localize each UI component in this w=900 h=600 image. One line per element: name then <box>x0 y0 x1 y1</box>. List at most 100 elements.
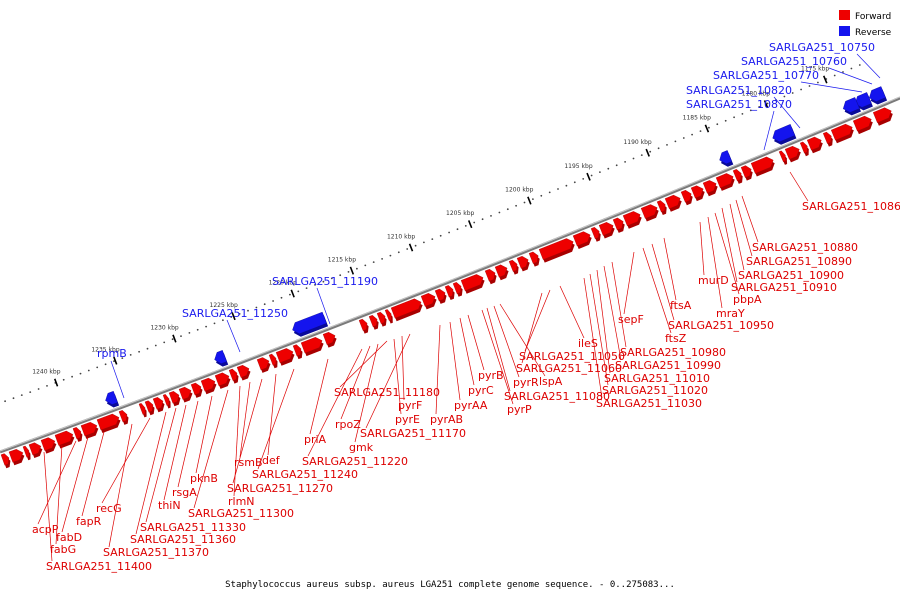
forward-gene-label[interactable]: recG <box>96 502 122 515</box>
forward-gene-label[interactable]: SARLGA251_11270 <box>227 482 333 495</box>
forward-gene-label[interactable]: gmk <box>349 441 374 454</box>
forward-gene-arrow[interactable] <box>538 238 574 260</box>
forward-gene-arrow[interactable] <box>200 377 216 392</box>
forward-gene-label[interactable]: SARLGA251_10910 <box>731 281 837 294</box>
reverse-gene-label[interactable]: SARLGA251_10750 <box>769 41 875 54</box>
forward-gene-arrow[interactable] <box>872 107 892 123</box>
forward-gene-arrow[interactable] <box>72 427 82 440</box>
reverse-gene-label[interactable]: SARLGA251_11190 <box>272 275 378 288</box>
forward-gene-arrow[interactable] <box>162 394 170 406</box>
forward-gene-arrow[interactable] <box>138 403 146 415</box>
forward-gene-label[interactable]: ftsZ <box>665 332 687 345</box>
forward-gene-label[interactable]: pyrB <box>478 369 504 382</box>
forward-gene-label[interactable]: fapR <box>76 515 102 528</box>
forward-gene-arrow[interactable] <box>322 331 336 345</box>
forward-gene-arrow[interactable] <box>300 337 323 354</box>
forward-gene-label[interactable]: SARLGA251_10880 <box>752 241 858 254</box>
forward-gene-arrow[interactable] <box>460 274 484 291</box>
forward-gene-arrow[interactable] <box>444 285 454 298</box>
forward-gene-label[interactable]: SARLGA251_10950 <box>668 319 774 332</box>
forward-gene-arrow[interactable] <box>778 150 786 163</box>
forward-gene-arrow[interactable] <box>572 231 591 247</box>
forward-gene-label[interactable]: SARLGA251_10890 <box>746 255 852 268</box>
forward-gene-label[interactable]: SARLGA251_11220 <box>302 455 408 468</box>
forward-gene-arrow[interactable] <box>740 165 752 178</box>
forward-gene-arrow[interactable] <box>384 309 392 321</box>
forward-gene-arrow[interactable] <box>715 173 734 189</box>
forward-gene-label[interactable]: SARLGA251_11080 <box>504 390 610 403</box>
forward-gene-label[interactable]: SARLGA251_11400 <box>46 560 152 573</box>
forward-gene-label[interactable]: SARLGA251_11020 <box>602 384 708 397</box>
forward-gene-arrow[interactable] <box>256 357 270 371</box>
forward-gene-label[interactable]: pyrE <box>395 413 420 426</box>
forward-gene-arrow[interactable] <box>275 348 294 363</box>
forward-gene-arrow[interactable] <box>0 453 10 466</box>
forward-gene-label[interactable]: SARLGA251_11370 <box>103 546 209 559</box>
forward-gene-arrow[interactable] <box>516 255 529 269</box>
forward-gene-arrow[interactable] <box>168 391 180 404</box>
reverse-gene-label[interactable]: SARLGA251_11250 <box>182 307 288 320</box>
forward-gene-label[interactable]: SARLGA251_10900 <box>738 269 844 282</box>
reverse-gene-arrow[interactable] <box>214 350 227 364</box>
forward-gene-label[interactable]: lspA <box>539 375 563 388</box>
forward-gene-arrow[interactable] <box>799 141 808 154</box>
forward-gene-arrow[interactable] <box>358 318 368 331</box>
forward-gene-arrow[interactable] <box>420 293 436 307</box>
reverse-gene-arrow[interactable] <box>772 124 796 143</box>
forward-gene-arrow[interactable] <box>190 382 202 396</box>
forward-gene-label[interactable]: rlmN <box>228 495 255 508</box>
forward-gene-label[interactable]: pyrC <box>468 384 494 397</box>
forward-gene-arrow[interactable] <box>40 437 56 451</box>
forward-gene-arrow[interactable] <box>178 386 192 400</box>
forward-gene-arrow[interactable] <box>54 430 74 446</box>
forward-gene-label[interactable]: SARLGA251_11030 <box>596 397 702 410</box>
forward-gene-arrow[interactable] <box>852 115 872 132</box>
forward-gene-arrow[interactable] <box>118 410 128 423</box>
forward-gene-label[interactable]: ftsA <box>670 299 692 312</box>
forward-gene-label[interactable]: SARLGA251_10990 <box>615 359 721 372</box>
forward-gene-label[interactable]: SARLGA251_11010 <box>604 372 710 385</box>
forward-gene-arrow[interactable] <box>96 413 120 431</box>
forward-gene-arrow[interactable] <box>528 251 539 264</box>
forward-gene-arrow[interactable] <box>452 282 462 295</box>
forward-gene-arrow[interactable] <box>28 442 42 456</box>
forward-gene-arrow[interactable] <box>598 222 614 236</box>
forward-gene-arrow[interactable] <box>508 259 518 272</box>
forward-gene-arrow[interactable] <box>80 421 98 437</box>
forward-gene-label[interactable]: pyrR <box>513 376 539 389</box>
forward-gene-label[interactable]: sepF <box>618 313 644 326</box>
forward-gene-label[interactable]: SARLGA251_10980 <box>620 346 726 359</box>
forward-gene-label[interactable]: ileS <box>578 337 598 350</box>
forward-gene-label[interactable]: rpoZ <box>335 418 361 431</box>
forward-gene-arrow[interactable] <box>612 217 624 231</box>
forward-gene-arrow[interactable] <box>822 131 832 144</box>
forward-gene-label[interactable]: pknB <box>190 472 218 485</box>
reverse-gene-arrow[interactable] <box>719 150 733 165</box>
reverse-gene-label[interactable]: SARLGA251_10820 <box>686 84 792 97</box>
forward-gene-arrow[interactable] <box>622 211 641 227</box>
forward-gene-arrow[interactable] <box>656 200 666 213</box>
reverse-gene-arrow[interactable] <box>292 311 327 335</box>
reverse-gene-label[interactable]: SARLGA251_10760 <box>741 55 847 68</box>
forward-gene-label[interactable]: acpP <box>32 523 59 536</box>
forward-gene-arrow[interactable] <box>830 123 853 141</box>
forward-gene-arrow[interactable] <box>784 145 800 160</box>
forward-gene-label[interactable]: rsgA <box>172 486 197 499</box>
forward-gene-label[interactable]: fabG <box>50 543 76 556</box>
forward-gene-arrow[interactable] <box>664 194 681 209</box>
forward-gene-arrow[interactable] <box>292 344 302 357</box>
forward-gene-label[interactable]: SARLGA251_11300 <box>188 507 294 520</box>
forward-gene-label[interactable]: pyrAA <box>454 399 488 412</box>
forward-gene-arrow[interactable] <box>590 226 600 240</box>
forward-gene-label[interactable]: SARLGA251_11330 <box>140 521 246 534</box>
forward-gene-arrow[interactable] <box>484 268 496 282</box>
forward-gene-label[interactable]: SARLGA251_11360 <box>130 533 236 546</box>
forward-gene-label[interactable]: pyrP <box>507 403 532 416</box>
forward-gene-arrow[interactable] <box>434 288 446 302</box>
forward-gene-arrow[interactable] <box>236 364 250 378</box>
forward-gene-arrow[interactable] <box>494 264 508 278</box>
forward-gene-arrow[interactable] <box>390 298 422 319</box>
forward-gene-arrow[interactable] <box>702 180 717 194</box>
reverse-gene-label[interactable]: rpmB <box>97 347 127 360</box>
forward-gene-label[interactable]: SARLGA251_11180 <box>334 386 440 399</box>
